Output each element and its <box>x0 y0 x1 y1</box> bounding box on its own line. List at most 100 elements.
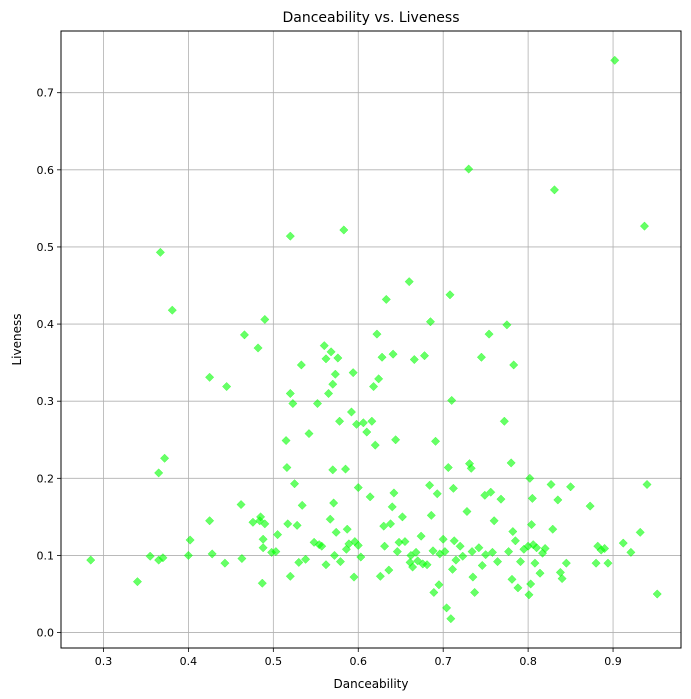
data-point <box>329 498 339 508</box>
data-point <box>557 574 567 584</box>
data-point <box>443 462 453 473</box>
data-point <box>486 487 496 497</box>
data-point <box>466 463 476 473</box>
data-point <box>158 553 168 563</box>
data-point <box>374 374 384 384</box>
data-point <box>489 516 499 526</box>
data-point <box>387 502 397 512</box>
x-tick-label: 0.4 <box>180 655 198 668</box>
data-point <box>445 290 455 300</box>
data-point <box>504 547 514 557</box>
data-point <box>484 329 494 339</box>
data-point <box>348 368 358 378</box>
data-point <box>416 531 426 541</box>
data-point <box>207 549 217 559</box>
data-point <box>285 388 295 399</box>
data-point <box>205 372 215 382</box>
data-point <box>285 571 295 581</box>
data-point <box>346 407 357 417</box>
data-point <box>329 550 340 561</box>
y-tick-label: 0.7 <box>37 87 55 100</box>
data-point <box>540 543 550 554</box>
data-point <box>603 558 613 568</box>
data-point <box>304 429 314 439</box>
data-point <box>438 534 448 544</box>
data-point <box>432 489 442 499</box>
data-point <box>340 464 351 474</box>
data-point <box>510 536 520 546</box>
y-tick-label: 0.5 <box>37 241 55 254</box>
data-point <box>222 381 232 392</box>
data-point <box>553 495 563 505</box>
data-point <box>409 354 419 365</box>
data-point <box>448 483 458 493</box>
data-point <box>325 514 335 524</box>
data-point <box>652 589 662 599</box>
data-point <box>253 343 263 353</box>
data-point <box>154 468 164 478</box>
data-point <box>237 553 247 564</box>
data-point <box>183 550 193 561</box>
data-point <box>392 547 402 557</box>
data-point <box>447 395 457 405</box>
data-point <box>507 574 517 584</box>
y-tick-label: 0.4 <box>37 318 55 331</box>
plot-area-frame <box>60 30 682 649</box>
data-point <box>317 541 327 551</box>
data-point <box>548 524 558 534</box>
data-point <box>283 519 293 529</box>
data-point <box>419 351 430 361</box>
y-tick-label: 0.6 <box>37 164 55 177</box>
data-point <box>509 360 519 370</box>
data-point <box>626 547 636 557</box>
data-point <box>474 543 484 553</box>
data-point <box>480 490 490 500</box>
data-point <box>525 473 535 483</box>
data-point <box>160 453 170 463</box>
y-tick-label: 0.1 <box>37 549 55 562</box>
data-point <box>273 530 283 540</box>
data-point <box>546 479 556 490</box>
data-point <box>524 590 534 600</box>
data-point <box>353 483 363 493</box>
data-point <box>389 488 399 498</box>
data-point <box>220 558 230 568</box>
data-point <box>635 527 645 537</box>
data-point <box>411 547 421 557</box>
data-point <box>321 354 331 364</box>
data-point <box>236 499 246 510</box>
data-point <box>440 547 450 557</box>
data-point <box>333 353 343 363</box>
data-point <box>349 572 359 582</box>
data-point <box>328 465 338 475</box>
data-point <box>288 398 298 409</box>
data-point <box>526 579 536 589</box>
data-point <box>506 458 516 468</box>
data-point <box>282 462 292 473</box>
data-point <box>380 541 390 551</box>
data-point <box>281 435 291 446</box>
data-point <box>618 538 628 548</box>
data-point <box>285 231 295 241</box>
data-point <box>257 578 267 588</box>
data-point <box>477 560 487 571</box>
data-point <box>248 517 258 527</box>
data-point <box>271 547 281 557</box>
x-tick-label: 0.3 <box>95 655 113 668</box>
data-point <box>292 520 302 530</box>
data-point <box>639 221 650 231</box>
data-point <box>442 603 452 613</box>
x-tick-label: 0.8 <box>519 655 537 668</box>
data-point <box>397 512 407 522</box>
data-point <box>294 557 304 567</box>
data-point <box>470 587 480 598</box>
chart-title: Danceability vs. Liveness <box>282 10 459 26</box>
data-point <box>301 554 311 564</box>
x-tick-label: 0.6 <box>350 655 368 668</box>
data-point <box>258 543 268 553</box>
data-point <box>451 555 461 565</box>
data-point <box>426 510 436 520</box>
data-point <box>496 494 506 504</box>
data-point <box>331 527 341 537</box>
